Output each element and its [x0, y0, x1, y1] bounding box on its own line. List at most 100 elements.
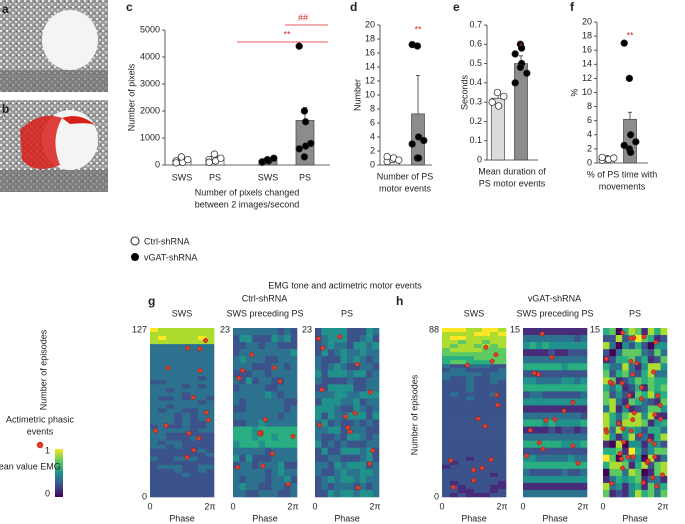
heatmap-cell [555, 377, 562, 385]
heatmap-cell [372, 419, 380, 427]
heatmap-cell [442, 392, 451, 397]
heatmap-cell [327, 335, 335, 343]
heatmap-cell [474, 440, 483, 445]
heatmap-cell [474, 468, 483, 474]
heatmap-cell [548, 335, 556, 343]
heatmap-cell [182, 436, 191, 441]
heatmap [233, 328, 298, 498]
heatmap-cell [635, 328, 642, 336]
heatmap-cell [466, 360, 475, 365]
heatmap-cell [271, 440, 279, 449]
heatmap-cell [206, 396, 215, 401]
heatmap-cell [353, 328, 361, 336]
event-marker [620, 465, 625, 471]
heatmap-cell [458, 380, 467, 385]
heatmap-cell [359, 433, 367, 441]
event-marker [488, 457, 494, 462]
heatmap-cell [150, 456, 159, 462]
heatmap-cell [206, 420, 215, 425]
heatmap-cell [182, 452, 191, 458]
heatmap-cell [535, 335, 543, 343]
heatmap-cell [574, 335, 581, 343]
heatmap-cell [482, 328, 491, 333]
heatmap-cell [542, 370, 549, 378]
heatmap-cell [458, 436, 467, 441]
heatmap-cell [174, 436, 183, 441]
heatmap-cell [353, 475, 361, 484]
event-marker [165, 365, 171, 371]
y-tick-label: 0.7 [469, 19, 482, 29]
heatmap-cell [523, 447, 530, 456]
heatmap-cell [277, 412, 285, 420]
data-point [263, 156, 272, 164]
heatmap-cell [277, 356, 285, 364]
heatmap-cell [654, 440, 661, 449]
heatmap-cell [450, 404, 459, 409]
heatmap-cell [647, 398, 655, 406]
heatmap-cell [641, 482, 649, 491]
heatmap-cell [442, 344, 451, 349]
heatmap-cell [574, 391, 581, 399]
heatmap-cell [347, 356, 354, 364]
x-axis-label: % of PS time with [587, 169, 658, 179]
event-marker [609, 480, 615, 486]
heatmap-cell [233, 335, 240, 343]
heatmap-cell [265, 363, 272, 371]
heatmap-cell [265, 328, 272, 336]
heatmap-cell [580, 426, 588, 434]
heatmap-cell [654, 398, 661, 406]
data-point [517, 44, 526, 52]
heatmap-cell [548, 419, 556, 427]
heatmap-cell [647, 342, 655, 350]
data-point [626, 148, 635, 157]
heatmap-cell [150, 396, 159, 401]
heatmap-cell [466, 404, 475, 409]
heatmap-cell [466, 392, 475, 397]
heatmap-cell [647, 433, 655, 441]
heatmap-cell [198, 392, 207, 397]
heatmap-cell [490, 412, 499, 417]
heatmap-cell [603, 461, 610, 470]
heatmap-cell [271, 412, 279, 420]
heatmap-cell [660, 461, 668, 470]
heatmap-cell [466, 428, 475, 433]
heatmap-cell [284, 489, 291, 498]
heatmap-cell [654, 412, 661, 420]
heatmap-cell [271, 377, 279, 385]
heatmap-cell [450, 456, 459, 462]
heatmap-cell [233, 419, 240, 427]
heatmap-cell [466, 328, 475, 333]
heatmap-cell [206, 352, 215, 357]
heatmap-cell [277, 447, 285, 456]
heatmap-cell [245, 363, 253, 371]
heatmap-cell [271, 447, 279, 456]
heatmap-cell [372, 482, 380, 491]
heatmap-cell [603, 377, 610, 385]
heatmap-cell [198, 364, 207, 369]
heatmap-cell [567, 342, 575, 350]
heatmap-cell [548, 363, 556, 371]
heatmap-cell [615, 363, 623, 371]
heatmap-cell [567, 349, 575, 357]
heatmap-cell [206, 412, 215, 417]
heatmap-cell [206, 364, 215, 369]
heatmap-cell [490, 424, 499, 429]
heatmap-cell [277, 440, 285, 449]
heatmap-cell [150, 384, 159, 389]
heatmap-cell [635, 370, 642, 378]
heatmap-cell [198, 444, 207, 450]
panel-label: h [396, 294, 403, 308]
heatmap-cell [290, 468, 298, 477]
event-marker [337, 334, 343, 340]
heatmap-cell [340, 384, 348, 392]
heatmap-cell [359, 405, 367, 413]
heatmap-cell [252, 342, 259, 350]
event-marker [620, 330, 626, 336]
event-marker [494, 392, 500, 398]
heatmap-cell [198, 484, 207, 490]
heatmap-cell [622, 370, 629, 378]
heatmap-cell [150, 348, 159, 353]
heatmap-cell [654, 489, 661, 498]
data-point [301, 142, 310, 150]
heatmap-cell [315, 475, 322, 484]
